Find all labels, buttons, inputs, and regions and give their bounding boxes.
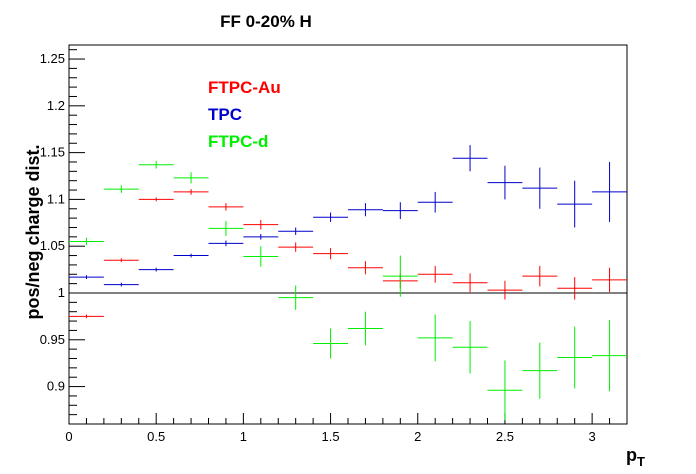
y-axis-title: pos/neg charge dist. [23, 144, 43, 319]
chart-title: FF 0-20% H [220, 12, 312, 31]
y-tick-label: 1.25 [40, 51, 65, 66]
series-tpc [69, 145, 627, 287]
series-ftpc-d [69, 161, 627, 421]
x-tick-label: 2 [414, 429, 421, 444]
y-tick-label: 0.95 [40, 332, 65, 347]
x-tick-label: 3 [589, 429, 596, 444]
x-tick-label: 1 [240, 429, 247, 444]
x-tick-label: 0.5 [147, 429, 165, 444]
y-tick-label: 1 [58, 285, 65, 300]
y-tick-label: 0.9 [47, 379, 65, 394]
x-axis-title-subscript: T [637, 454, 645, 469]
y-tick-label: 1.1 [47, 191, 65, 206]
x-axis: 0 0.5 1 1.5 2 2.5 3 [65, 413, 628, 444]
plot-frame [68, 44, 628, 425]
x-axis-title: pT [626, 445, 645, 469]
legend-entry: FTPC-Au [208, 78, 281, 97]
x-tick-label: 2.5 [496, 429, 514, 444]
data-series [69, 145, 627, 421]
y-tick-label: 1.2 [47, 98, 65, 113]
series-ftpc-au [69, 189, 627, 319]
y-axis: 0.9 0.95 1 1.05 1.1 1.15 1.2 1.25 [40, 49, 85, 416]
x-axis-title-main: p [626, 445, 637, 465]
x-tick-label: 1.5 [322, 429, 340, 444]
legend-entry: FTPC-d [208, 132, 268, 151]
y-tick-label: 1.15 [40, 145, 65, 160]
legend: FTPC-Au TPC FTPC-d [208, 78, 281, 151]
legend-entry: TPC [208, 105, 242, 124]
y-tick-label: 1.05 [40, 238, 65, 253]
x-tick-label: 0 [65, 429, 72, 444]
